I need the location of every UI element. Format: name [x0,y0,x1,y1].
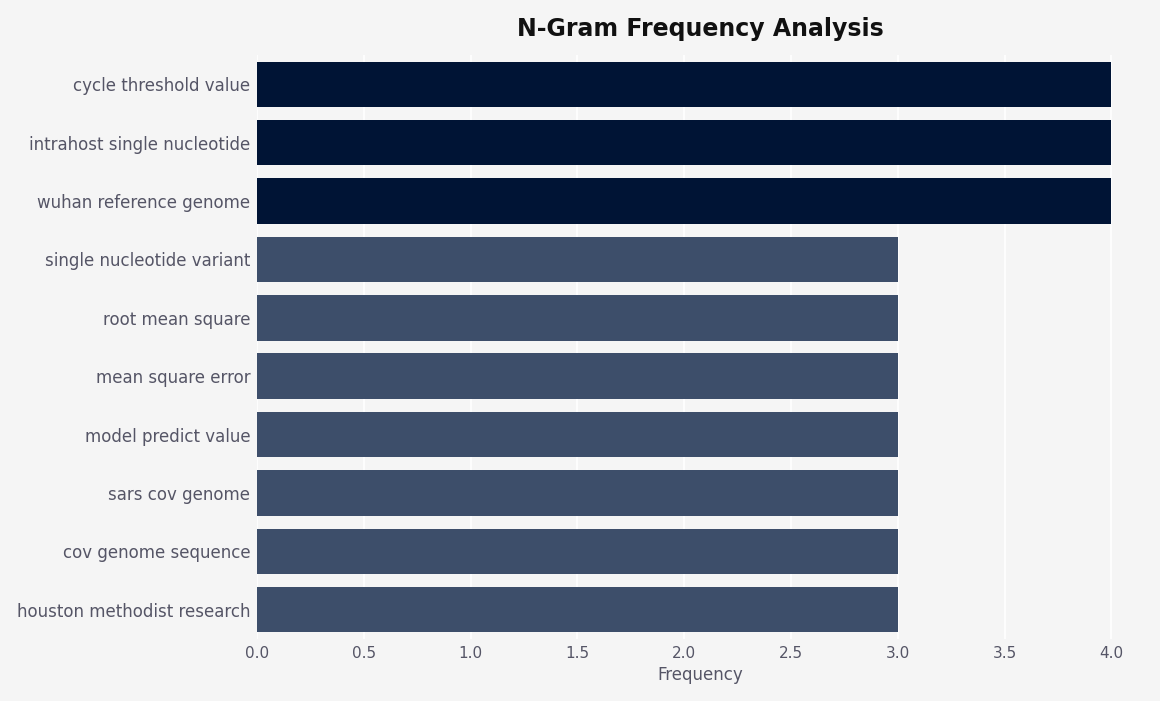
Bar [258,470,898,516]
Bar [258,295,898,341]
Title: N-Gram Frequency Analysis: N-Gram Frequency Analysis [517,17,884,41]
Bar [258,120,1111,165]
Bar [258,587,898,632]
X-axis label: Frequency: Frequency [658,667,744,684]
Bar [258,411,898,457]
Bar [258,62,1111,107]
Bar [258,237,898,283]
Bar [258,178,1111,224]
Bar [258,353,898,399]
Bar [258,529,898,574]
